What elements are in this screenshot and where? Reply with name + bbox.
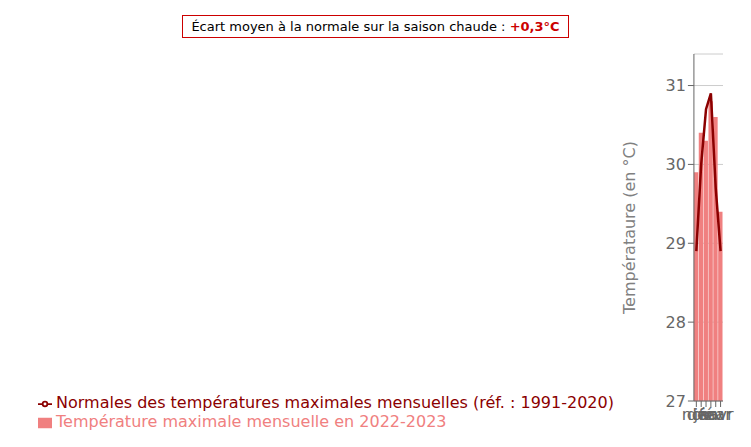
svg-text:27: 27 — [666, 392, 686, 411]
svg-text:29: 29 — [666, 234, 686, 253]
svg-text:avr: avr — [708, 405, 734, 424]
html-text:Température maximale mensuelle: Température maximale mensuelle en 2022-2… — [56, 412, 447, 431]
svg-text:30: 30 — [666, 155, 686, 174]
svg-text:31: 31 — [666, 76, 686, 95]
html-text:Normales des températures maxi: Normales des températures maximales mens… — [56, 393, 614, 412]
html-text:Écart moyen à la normale sur l: Écart moyen à la normale sur la saison c… — [191, 18, 560, 34]
svg-text:Températaure (en °C): Températaure (en °C) — [620, 141, 639, 315]
svg-text:28: 28 — [666, 313, 686, 332]
